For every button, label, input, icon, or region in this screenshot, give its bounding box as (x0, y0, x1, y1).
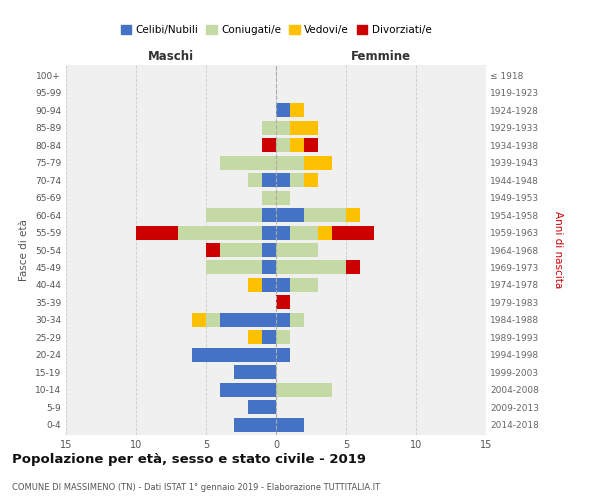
Bar (262, 260, 276, 274)
Text: COMUNE DI MASSIMENO (TN) - Dati ISTAT 1° gennaio 2019 - Elaborazione TUTTITALIA.: COMUNE DI MASSIMENO (TN) - Dati ISTAT 1°… (12, 482, 380, 492)
Bar (206, 313, 220, 327)
Bar (290, 173, 304, 187)
Bar (290, 121, 318, 135)
Bar (304, 173, 318, 187)
Bar (262, 190, 276, 204)
Bar (262, 173, 276, 187)
Bar (276, 330, 290, 344)
Bar (276, 296, 290, 310)
Bar (220, 382, 276, 396)
Bar (262, 208, 276, 222)
Bar (290, 278, 318, 292)
Bar (206, 208, 262, 222)
Bar (206, 243, 220, 257)
Bar (262, 243, 276, 257)
Bar (304, 138, 318, 152)
Bar (276, 190, 290, 204)
Bar (276, 243, 318, 257)
Y-axis label: Anni di nascita: Anni di nascita (553, 212, 563, 288)
Bar (248, 278, 262, 292)
Bar (206, 260, 262, 274)
Bar (262, 121, 276, 135)
Bar (262, 138, 276, 152)
Legend: Celibi/Nubili, Coniugati/e, Vedovi/e, Divorziati/e: Celibi/Nubili, Coniugati/e, Vedovi/e, Di… (118, 22, 434, 38)
Y-axis label: Fasce di età: Fasce di età (19, 219, 29, 281)
Text: Popolazione per età, sesso e stato civile - 2019: Popolazione per età, sesso e stato civil… (12, 452, 366, 466)
Bar (262, 226, 276, 239)
Bar (276, 348, 290, 362)
Bar (276, 173, 290, 187)
Bar (276, 121, 290, 135)
Bar (136, 226, 178, 239)
Bar (220, 156, 276, 170)
Bar (234, 418, 276, 432)
Bar (276, 313, 290, 327)
Bar (178, 226, 262, 239)
Bar (276, 226, 290, 239)
Bar (276, 260, 346, 274)
Bar (290, 313, 304, 327)
Bar (276, 138, 290, 152)
Bar (304, 208, 346, 222)
Bar (332, 226, 374, 239)
Bar (276, 278, 290, 292)
Bar (290, 226, 318, 239)
Bar (192, 313, 206, 327)
Bar (220, 243, 262, 257)
Bar (318, 226, 332, 239)
Bar (346, 208, 360, 222)
Bar (276, 208, 304, 222)
Text: Maschi: Maschi (148, 50, 194, 64)
Bar (276, 382, 332, 396)
Bar (304, 156, 332, 170)
Bar (276, 104, 290, 118)
Bar (276, 156, 304, 170)
Bar (346, 260, 360, 274)
Bar (248, 400, 276, 414)
Bar (262, 278, 276, 292)
Bar (192, 348, 276, 362)
Bar (220, 313, 276, 327)
Bar (290, 104, 304, 118)
Bar (290, 138, 304, 152)
Bar (276, 418, 304, 432)
Bar (262, 330, 276, 344)
Bar (248, 330, 262, 344)
Bar (234, 365, 276, 379)
Text: Femmine: Femmine (351, 50, 411, 64)
Bar (248, 173, 262, 187)
